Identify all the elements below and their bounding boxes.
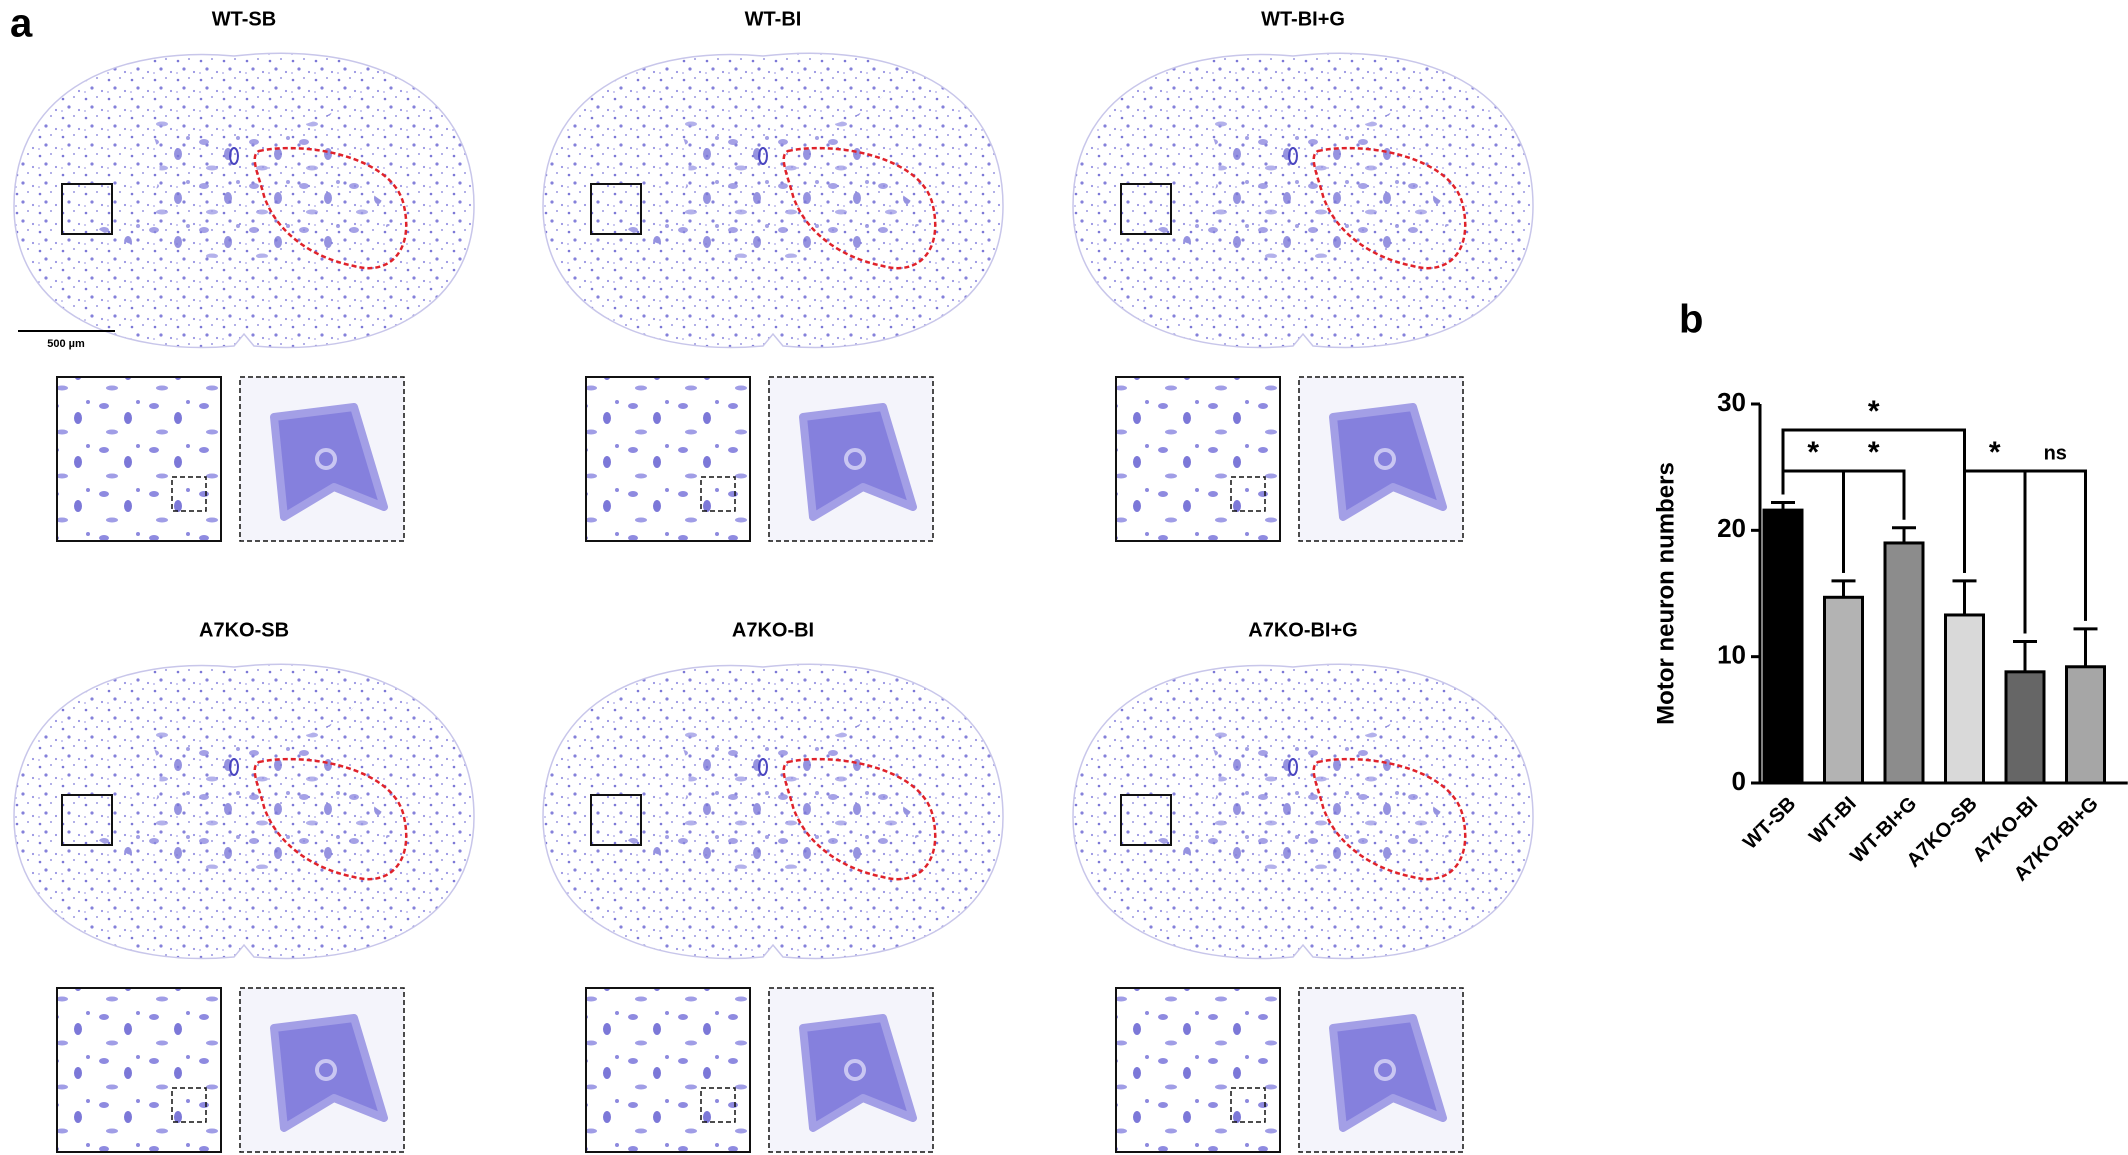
roi-box xyxy=(590,183,642,235)
y-axis-label: Motor neuron numbers xyxy=(1652,462,1679,725)
inset-roi xyxy=(700,476,736,512)
inset xyxy=(56,987,222,1153)
y-tick-label: 10 xyxy=(1717,640,1746,670)
region-outline xyxy=(782,757,937,881)
region-outline xyxy=(1312,146,1467,270)
roi-box xyxy=(1120,794,1172,846)
inset xyxy=(585,987,751,1153)
inset xyxy=(56,376,222,542)
micrograph: WT-BI xyxy=(542,8,1004,542)
inset xyxy=(1115,376,1281,542)
gray-matter xyxy=(1153,707,1463,870)
micrograph-title: A7KO-BI+G xyxy=(1248,619,1357,641)
significance-bracket xyxy=(1842,469,1906,573)
neuron xyxy=(1329,1014,1447,1132)
nucleus xyxy=(315,1059,337,1081)
x-tick-label: WT-BI xyxy=(1805,793,1861,849)
bar xyxy=(2004,670,2046,785)
significance-label: ns xyxy=(2044,442,2067,464)
micrograph-title: A7KO-SB xyxy=(199,619,289,641)
central-canal xyxy=(1288,758,1298,776)
roi-box xyxy=(61,183,113,235)
neuron xyxy=(799,403,917,521)
micrograph-title: WT-BI xyxy=(745,8,802,30)
micrograph-title: WT-BI+G xyxy=(1261,8,1345,30)
y-tick-label: 0 xyxy=(1732,766,1746,796)
panel-label: a xyxy=(10,2,33,46)
zoom-inset xyxy=(239,376,405,542)
inset xyxy=(585,376,751,542)
central-canal xyxy=(229,147,239,165)
bar xyxy=(1823,595,1864,785)
gray-matter xyxy=(623,707,933,870)
inset-roi xyxy=(171,476,207,512)
roi-box xyxy=(1120,183,1172,235)
nucleus xyxy=(1374,1059,1396,1081)
region-outline xyxy=(253,146,408,270)
central-canal xyxy=(1288,147,1298,165)
panel-label: b xyxy=(1679,298,1703,342)
micrograph-title: A7KO-BI xyxy=(732,619,814,641)
gray-matter xyxy=(1153,96,1463,259)
micrograph: WT-SB xyxy=(13,8,475,542)
micrograph: A7KO-BI+G xyxy=(1072,619,1534,1153)
significance-label: * xyxy=(1868,436,1880,469)
region-outline xyxy=(253,757,408,881)
y-tick-label: 30 xyxy=(1717,387,1746,417)
micrograph-title: WT-SB xyxy=(212,8,276,30)
gray-matter xyxy=(623,96,933,259)
significance-bracket xyxy=(1963,469,2027,634)
significance-label: * xyxy=(1807,436,1819,469)
roi-box xyxy=(590,794,642,846)
bar xyxy=(1883,541,1925,785)
scale-bar-label: 500 µm xyxy=(47,338,85,350)
neuron xyxy=(799,1014,917,1132)
roi-box xyxy=(61,794,113,846)
y-tick-label: 20 xyxy=(1717,513,1746,543)
central-canal xyxy=(758,758,768,776)
central-canal xyxy=(758,147,768,165)
micrograph: A7KO-SB xyxy=(13,619,475,1153)
inset xyxy=(1115,987,1281,1153)
gray-matter xyxy=(94,96,404,259)
bar xyxy=(1944,613,1985,785)
inset-roi xyxy=(1230,1087,1266,1123)
inset-roi xyxy=(171,1087,207,1123)
inset-roi xyxy=(700,1087,736,1123)
neuron xyxy=(270,403,388,521)
micrograph: WT-BI+G xyxy=(1072,8,1534,542)
nucleus xyxy=(844,1059,866,1081)
neuron xyxy=(1329,403,1447,521)
nucleus xyxy=(315,448,337,470)
nucleus xyxy=(844,448,866,470)
significance-label: * xyxy=(1989,436,2001,469)
neuron xyxy=(270,1014,388,1132)
bar xyxy=(2065,665,2106,785)
bar xyxy=(1762,508,1804,785)
region-outline xyxy=(782,146,937,270)
significance-label: * xyxy=(1868,395,1880,428)
significance-bracket xyxy=(2023,469,2087,634)
x-tick-label: WT-SB xyxy=(1739,793,1800,854)
nucleus xyxy=(1374,448,1396,470)
region-outline xyxy=(1312,757,1467,881)
gray-matter xyxy=(94,707,404,870)
inset-roi xyxy=(1230,476,1266,512)
central-canal xyxy=(229,758,239,776)
micrograph: A7KO-BI xyxy=(542,619,1004,1153)
